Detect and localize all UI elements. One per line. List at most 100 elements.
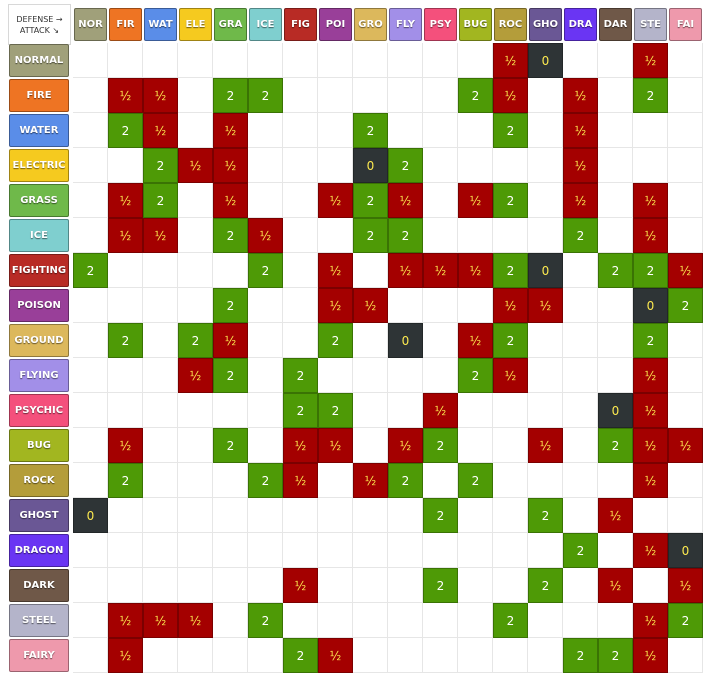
empty-cell — [283, 603, 318, 638]
effectiveness-cell-dark-vs-fighting: ½ — [283, 568, 318, 603]
empty-cell — [458, 113, 493, 148]
effectiveness-cell-fire-vs-grass: 2 — [213, 78, 248, 113]
empty-cell — [458, 148, 493, 183]
effectiveness-cell-dark-vs-fairy: ½ — [668, 568, 703, 603]
effectiveness-cell-bug-vs-ghost: ½ — [528, 428, 563, 463]
empty-cell — [423, 288, 458, 323]
empty-cell — [248, 113, 283, 148]
empty-cell — [73, 533, 108, 568]
effectiveness-cell-fighting-vs-fairy: ½ — [668, 253, 703, 288]
empty-cell — [493, 218, 528, 253]
effectiveness-cell-bug-vs-grass: 2 — [213, 428, 248, 463]
row-header-water: WATER — [9, 114, 69, 147]
row-header-ice: ICE — [9, 219, 69, 252]
effectiveness-cell-fairy-vs-dragon: 2 — [563, 638, 598, 673]
empty-cell — [178, 253, 213, 288]
empty-cell — [668, 43, 703, 78]
effectiveness-cell-fairy-vs-fighting: 2 — [283, 638, 318, 673]
empty-cell — [598, 218, 633, 253]
empty-cell — [423, 218, 458, 253]
empty-cell — [668, 148, 703, 183]
empty-cell — [318, 498, 353, 533]
column-header-ground: GRO — [354, 8, 387, 41]
empty-cell — [423, 533, 458, 568]
column-header-psychic: PSY — [424, 8, 457, 41]
empty-cell — [248, 323, 283, 358]
empty-cell — [283, 218, 318, 253]
empty-cell — [353, 253, 388, 288]
effectiveness-cell-psychic-vs-steel: ½ — [633, 393, 668, 428]
effectiveness-cell-psychic-vs-fighting: 2 — [283, 393, 318, 428]
empty-cell — [248, 183, 283, 218]
empty-cell — [668, 638, 703, 673]
empty-cell — [563, 568, 598, 603]
empty-cell — [598, 183, 633, 218]
effectiveness-cell-bug-vs-fighting: ½ — [283, 428, 318, 463]
empty-cell — [458, 393, 493, 428]
empty-cell — [633, 498, 668, 533]
column-header-fairy: FAI — [669, 8, 702, 41]
effectiveness-cell-psychic-vs-dark: 0 — [598, 393, 633, 428]
effectiveness-cell-steel-vs-fire: ½ — [108, 603, 143, 638]
empty-cell — [108, 148, 143, 183]
empty-cell — [458, 638, 493, 673]
empty-cell — [458, 568, 493, 603]
empty-cell — [563, 428, 598, 463]
empty-cell — [353, 393, 388, 428]
empty-cell — [248, 358, 283, 393]
effectiveness-cell-electric-vs-electric: ½ — [178, 148, 213, 183]
empty-cell — [318, 148, 353, 183]
empty-cell — [458, 533, 493, 568]
row-header-ground: GROUND — [9, 324, 69, 357]
empty-cell — [563, 253, 598, 288]
effectiveness-cell-ground-vs-flying: 0 — [388, 323, 423, 358]
column-header-normal: NOR — [74, 8, 107, 41]
effectiveness-cell-fire-vs-water: ½ — [143, 78, 178, 113]
empty-cell — [143, 568, 178, 603]
empty-cell — [423, 463, 458, 498]
effectiveness-cell-ground-vs-rock: 2 — [493, 323, 528, 358]
empty-cell — [73, 428, 108, 463]
empty-cell — [528, 533, 563, 568]
empty-cell — [73, 78, 108, 113]
empty-cell — [283, 323, 318, 358]
effectiveness-cell-grass-vs-dragon: ½ — [563, 183, 598, 218]
empty-cell — [108, 358, 143, 393]
empty-cell — [73, 183, 108, 218]
empty-cell — [108, 533, 143, 568]
effectiveness-cell-ice-vs-fire: ½ — [108, 218, 143, 253]
empty-cell — [248, 568, 283, 603]
effectiveness-cell-water-vs-grass: ½ — [213, 113, 248, 148]
effectiveness-cell-rock-vs-steel: ½ — [633, 463, 668, 498]
row-header-fire: FIRE — [9, 79, 69, 112]
empty-cell — [318, 113, 353, 148]
empty-cell — [493, 498, 528, 533]
effectiveness-cell-fire-vs-bug: 2 — [458, 78, 493, 113]
effectiveness-cell-dark-vs-psychic: 2 — [423, 568, 458, 603]
empty-cell — [353, 78, 388, 113]
empty-cell — [143, 638, 178, 673]
empty-cell — [633, 568, 668, 603]
effectiveness-cell-ice-vs-steel: ½ — [633, 218, 668, 253]
empty-cell — [248, 498, 283, 533]
empty-cell — [458, 218, 493, 253]
empty-cell — [458, 603, 493, 638]
empty-cell — [178, 218, 213, 253]
empty-cell — [108, 568, 143, 603]
effectiveness-cell-fighting-vs-normal: 2 — [73, 253, 108, 288]
empty-cell — [143, 498, 178, 533]
empty-cell — [143, 288, 178, 323]
empty-cell — [528, 323, 563, 358]
corner-defense-label: DEFENSE → — [16, 14, 63, 24]
empty-cell — [668, 113, 703, 148]
row-header-rock: ROCK — [9, 464, 69, 497]
effectiveness-cell-grass-vs-steel: ½ — [633, 183, 668, 218]
empty-cell — [563, 393, 598, 428]
column-header-ice: ICE — [249, 8, 282, 41]
effectiveness-cell-ground-vs-steel: 2 — [633, 323, 668, 358]
empty-cell — [388, 568, 423, 603]
effectiveness-cell-rock-vs-fighting: ½ — [283, 463, 318, 498]
effectiveness-cell-ghost-vs-dark: ½ — [598, 498, 633, 533]
empty-cell — [563, 358, 598, 393]
